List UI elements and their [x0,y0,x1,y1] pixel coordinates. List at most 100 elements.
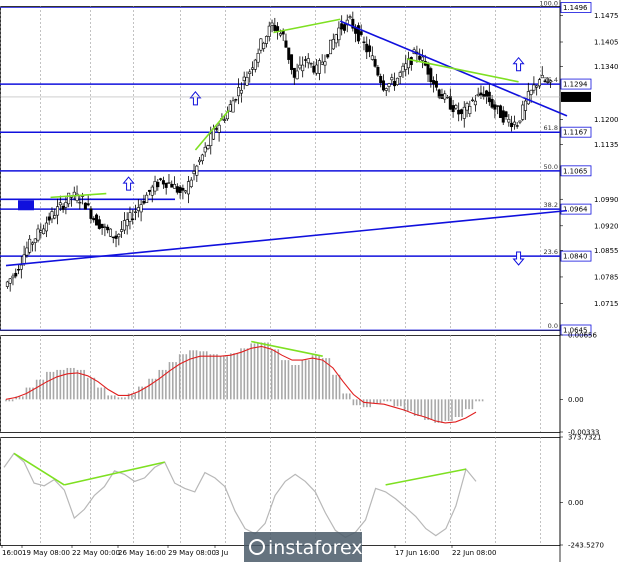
candle-body [58,202,62,206]
candle-body [315,64,319,74]
candle-body [331,39,335,50]
candle-body [175,186,179,193]
fibo-label: 61.8 [544,124,558,132]
candle-body [434,80,438,88]
divergence-line [273,18,341,34]
candle-body [203,146,207,153]
candle-body [251,67,255,70]
candle-body [317,60,321,74]
candle-body [301,64,305,72]
candle-body [524,100,528,111]
candle-body [479,92,483,96]
y-tick-label: 1.1340 [594,63,619,71]
candle-body [234,99,238,101]
candle-body [390,77,394,81]
candle-body [161,180,165,185]
candle-body [278,33,282,36]
candle-body [501,110,505,123]
candle-body [426,62,430,75]
divergence-line [50,192,107,199]
candle-body [150,186,154,196]
candle-body [476,93,480,97]
candle-body [373,59,377,67]
candle-body [535,85,539,88]
fibo-price-tag [560,324,592,336]
candle-body [156,181,160,188]
candle-body [56,206,60,216]
candle-body [8,278,12,284]
candle-body [195,165,199,176]
candle-body [418,55,422,60]
price-panel: 1.1260 [0,11,591,292]
watermark-logo-icon [249,539,265,555]
y-tick-label: 1.0920 [594,222,619,230]
candle-body [543,80,547,82]
x-tick-label: 26 May 16:00 [118,549,166,557]
candle-body [342,24,346,31]
candle-body [404,63,408,70]
candle-body [515,125,519,127]
candle-body [209,133,213,147]
candle-body [17,269,21,271]
candle-body [440,94,444,99]
candle-body [370,55,374,60]
candle-body [139,204,143,213]
fibo-price: 1.0840 [563,253,588,261]
candle-body [164,182,168,188]
cci-y-tick-label: 0.00 [568,499,584,507]
x-tick-label: 16:00 [2,549,22,557]
candle-body [429,68,433,83]
candle-body [42,228,46,235]
candle-body [401,65,405,73]
cci-divergence-line [13,452,65,486]
arrow-up-icon [512,56,525,72]
cci-panel [3,452,477,539]
x-tick-label: 19 May 08:00 [22,549,70,557]
candle-body [61,205,65,210]
candle-body [262,42,266,49]
candle-body [348,16,352,19]
candle-body [147,189,151,192]
candle-body [306,58,310,64]
fibo-price-tag [560,165,592,177]
candle-body [100,223,104,229]
candle-body [44,222,48,232]
candle-body [329,39,333,55]
divergence-line [406,58,519,83]
candle-body [95,214,99,226]
divergence-line [194,109,230,151]
candle-body [273,25,277,31]
fibo-label: 38.2 [544,201,558,209]
fibo-label: 50.0 [544,163,558,171]
candle-body [312,65,316,73]
candle-body [365,43,369,53]
y-tick-label: 1.1475 [594,12,619,20]
candle-body [214,128,218,130]
candle-body [200,154,204,162]
candle-body [237,87,241,97]
candle-body [170,183,174,188]
candle-body [14,272,18,277]
candle-body [359,31,363,35]
x-tick-label: 29 May 08:00 [168,549,216,557]
candle-body [173,184,177,189]
candle-body [381,80,385,91]
watermark-text: instaforex [268,537,363,559]
candle-body [537,79,541,87]
fibo-price-tag [560,2,592,13]
candle-body [253,59,257,70]
candle-body [86,203,90,206]
candle-body [490,99,494,108]
candle-body [181,187,185,191]
arrow-down-icon [512,251,525,266]
candle-body [19,264,23,270]
candle-body [337,27,341,41]
macd-divergence-line [251,340,323,357]
candle-body [521,104,525,120]
macd-y-tick-label: -0.00333 [568,429,599,437]
fibo-label: 0.0 [548,322,558,330]
candle-body [39,230,43,233]
